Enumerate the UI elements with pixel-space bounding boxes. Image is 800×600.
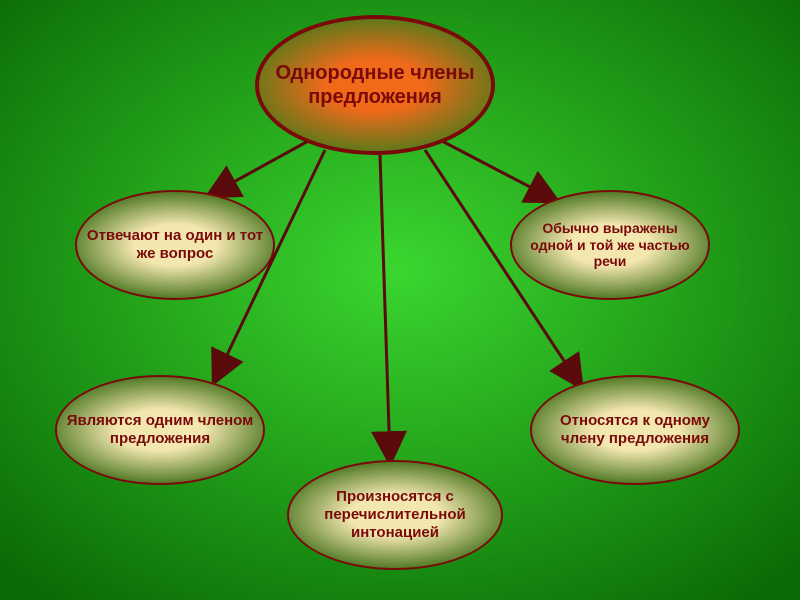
node-n3: Являются одним членом предложения [55, 375, 265, 485]
node-label: Обычно выражены одной и той же частью ре… [512, 220, 708, 270]
node-n4: Относятся к одному члену предложения [530, 375, 740, 485]
node-label: Однородные члены предложения [259, 61, 491, 109]
node-n1: Отвечают на один и тот же вопрос [75, 190, 275, 300]
edge-4 [380, 155, 390, 460]
node-root: Однородные члены предложения [255, 15, 495, 155]
node-label: Являются одним членом предложения [57, 412, 263, 448]
edge-1 [440, 140, 555, 200]
node-label: Относятся к одному члену предложения [532, 412, 738, 448]
node-label: Отвечают на один и тот же вопрос [77, 227, 273, 263]
node-n2: Обычно выражены одной и той же частью ре… [510, 190, 710, 300]
edge-0 [210, 140, 310, 195]
diagram-stage: Однородные члены предложения Отвечают на … [0, 0, 800, 600]
node-label: Произносятся с перечислительной интонаци… [289, 488, 501, 542]
node-n5: Произносятся с перечислительной интонаци… [287, 460, 503, 570]
